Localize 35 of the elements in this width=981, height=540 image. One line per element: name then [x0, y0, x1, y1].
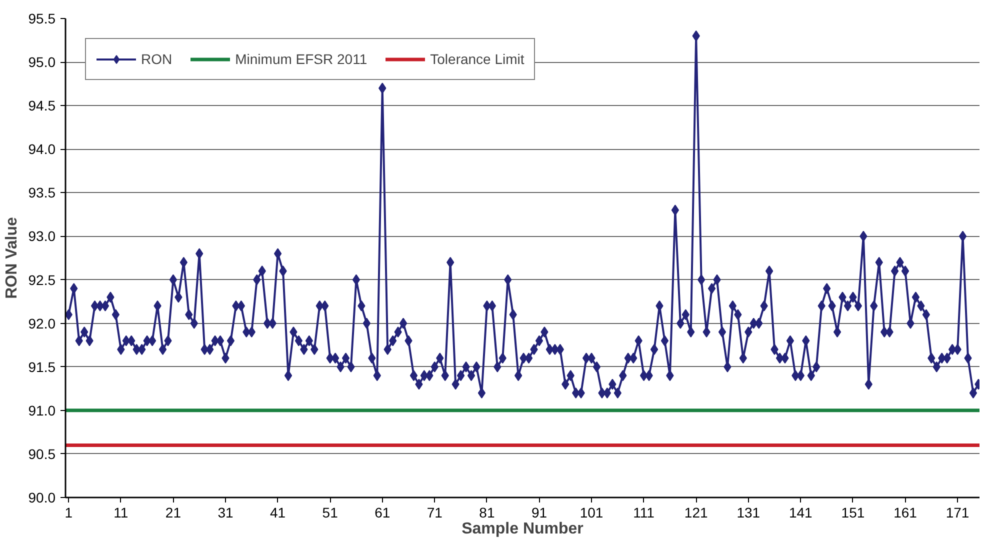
- y-tick-label: 91.0: [28, 402, 56, 418]
- x-tick-label: 11: [114, 504, 128, 520]
- x-tick-label: 71: [426, 504, 443, 520]
- x-tick-label: 91: [531, 504, 548, 520]
- x-tick-label: 21: [165, 504, 182, 520]
- y-tick-label: 95.5: [28, 10, 56, 26]
- y-tick-label: 90.0: [28, 490, 56, 506]
- y-axis-title: RON Value: [3, 216, 20, 299]
- x-tick-label: 171: [946, 504, 970, 520]
- x-tick-label: 141: [788, 504, 813, 520]
- y-tick-label: 93.5: [28, 184, 56, 201]
- y-tick-label: 93.0: [28, 228, 56, 244]
- x-tick-label: 61: [374, 504, 390, 520]
- legend-label: Minimum EFSR 2011: [235, 51, 368, 67]
- x-axis-title: Sample Number: [462, 520, 584, 538]
- x-tick-label: 1: [64, 504, 73, 520]
- x-tick-label: 111: [633, 504, 655, 520]
- legend-label: RON: [141, 51, 172, 67]
- y-tick-label: 90.5: [28, 446, 56, 462]
- y-tick-label: 94.0: [28, 141, 56, 158]
- y-tick-label: 95.0: [28, 54, 56, 70]
- x-tick-label: 81: [479, 504, 495, 520]
- y-tick-label: 94.5: [28, 98, 56, 114]
- x-tick-label: 101: [580, 504, 604, 520]
- y-tick-label: 91.5: [28, 358, 56, 375]
- x-tick-label: 161: [894, 504, 918, 520]
- x-tick-label: 31: [218, 504, 234, 520]
- x-tick-label: 41: [270, 504, 286, 520]
- y-tick-label: 92.0: [28, 315, 56, 332]
- x-tick-label: 131: [736, 504, 760, 520]
- x-tick-label: 121: [684, 504, 708, 520]
- x-tick-label: 151: [841, 504, 865, 520]
- x-tick-label: 51: [322, 504, 338, 520]
- y-tick-label: 92.5: [28, 272, 56, 288]
- legend-label: Tolerance Limit: [430, 51, 524, 67]
